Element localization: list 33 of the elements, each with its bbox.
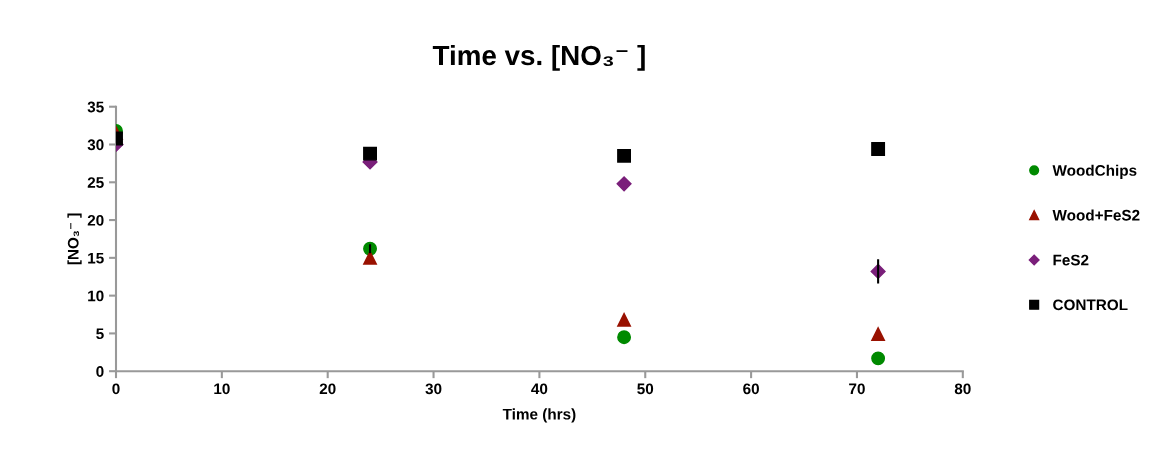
x-tick-label: 20 — [319, 383, 336, 395]
chart-title: Time vs. [NO₃⁻ ] — [432, 44, 645, 71]
y-tick-label: 25 — [87, 177, 104, 188]
y-tick-label: 35 — [87, 101, 104, 113]
x-tick-label: 40 — [531, 383, 548, 395]
y-tick-label: 0 — [96, 366, 104, 377]
x-tick-label: 60 — [743, 383, 759, 395]
legend-label: CONTROL — [1053, 299, 1128, 311]
point — [871, 327, 886, 342]
x-tick-label: 30 — [425, 383, 442, 395]
y-tick-label: 30 — [87, 139, 104, 151]
y-tick-label: 10 — [88, 290, 104, 302]
legend-label: FeS2 — [1053, 254, 1089, 266]
point — [363, 146, 377, 161]
point — [617, 148, 632, 163]
y-tick-label: 20 — [87, 214, 104, 226]
x-tick-label: 70 — [849, 383, 865, 395]
point — [616, 176, 632, 192]
point — [871, 351, 886, 366]
point — [871, 142, 886, 156]
legend-label: WoodChips — [1052, 164, 1137, 179]
y-axis-title: [NO₃⁻ ] — [67, 213, 82, 265]
x-axis-title: Time (hrs) — [502, 408, 576, 423]
point — [617, 312, 632, 327]
point — [363, 250, 377, 265]
x-tick-label: 0 — [112, 383, 120, 395]
y-tick-label: 5 — [96, 328, 104, 340]
x-tick-label: 10 — [214, 383, 230, 395]
x-tick-label: 50 — [637, 383, 654, 395]
y-tick-label: 15 — [88, 252, 104, 264]
point — [617, 330, 632, 345]
legend-label: Wood+FeS2 — [1052, 209, 1140, 221]
x-tick-label: 80 — [954, 383, 971, 395]
